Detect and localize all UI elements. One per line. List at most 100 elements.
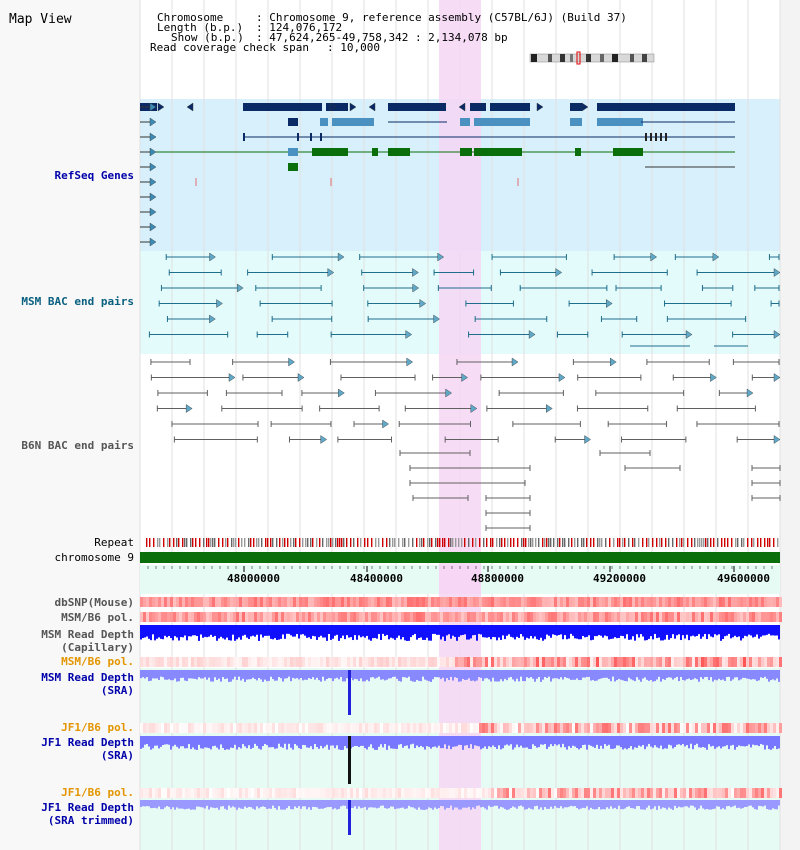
repeat-feature[interactable] — [648, 538, 650, 547]
repeat-feature[interactable] — [499, 538, 501, 547]
repeat-feature[interactable] — [335, 538, 337, 547]
repeat-feature[interactable] — [256, 538, 258, 547]
repeat-feature[interactable] — [544, 538, 546, 547]
refseq-feature[interactable] — [320, 133, 322, 141]
refseq-feature[interactable] — [474, 148, 522, 156]
repeat-feature[interactable] — [668, 538, 670, 547]
repeat-feature[interactable] — [492, 538, 494, 547]
repeat-feature[interactable] — [707, 538, 709, 547]
repeat-feature[interactable] — [290, 538, 292, 547]
repeat-feature[interactable] — [210, 538, 212, 547]
repeat-feature[interactable] — [583, 538, 585, 547]
repeat-feature[interactable] — [701, 538, 703, 547]
repeat-feature[interactable] — [199, 538, 201, 547]
repeat-feature[interactable] — [553, 538, 555, 547]
repeat-feature[interactable] — [173, 538, 175, 547]
repeat-feature[interactable] — [378, 538, 380, 547]
repeat-feature[interactable] — [741, 538, 743, 547]
repeat-feature[interactable] — [437, 538, 439, 547]
repeat-feature[interactable] — [444, 538, 446, 547]
repeat-feature[interactable] — [419, 538, 421, 547]
repeat-feature[interactable] — [597, 538, 599, 547]
repeat-feature[interactable] — [276, 538, 278, 547]
repeat-feature[interactable] — [272, 538, 274, 547]
repeat-feature[interactable] — [206, 538, 208, 547]
repeat-feature[interactable] — [609, 538, 611, 547]
repeat-feature[interactable] — [652, 538, 654, 547]
repeat-feature[interactable] — [468, 538, 470, 547]
repeat-feature[interactable] — [622, 538, 624, 547]
repeat-feature[interactable] — [724, 538, 726, 547]
repeat-feature[interactable] — [557, 538, 559, 547]
repeat-feature[interactable] — [777, 538, 779, 547]
repeat-feature[interactable] — [225, 538, 227, 547]
repeat-feature[interactable] — [195, 538, 197, 547]
label-msm-bac[interactable]: MSM BAC end pairs — [21, 295, 134, 308]
label-jf1-depth-trim-1[interactable]: JF1 Read Depth — [41, 801, 134, 814]
repeat-feature[interactable] — [184, 538, 186, 547]
repeat-feature[interactable] — [530, 538, 532, 547]
refseq-feature[interactable] — [388, 148, 410, 156]
repeat-feature[interactable] — [435, 538, 437, 547]
label-msm-b6-pol-2[interactable]: MSM/B6 pol. — [61, 655, 134, 668]
repeat-feature[interactable] — [421, 538, 423, 547]
repeat-feature[interactable] — [265, 538, 267, 547]
repeat-feature[interactable] — [461, 538, 463, 547]
repeat-feature[interactable] — [279, 538, 281, 547]
repeat-feature[interactable] — [737, 538, 739, 547]
repeat-feature[interactable] — [353, 538, 355, 547]
repeat-feature[interactable] — [241, 538, 243, 547]
refseq-feature[interactable] — [490, 103, 530, 111]
repeat-feature[interactable] — [548, 538, 550, 547]
repeat-feature[interactable] — [371, 538, 373, 547]
repeat-feature[interactable] — [190, 538, 192, 547]
repeat-feature[interactable] — [350, 538, 352, 547]
repeat-feature[interactable] — [149, 538, 151, 547]
repeat-feature[interactable] — [429, 538, 431, 547]
refseq-feature[interactable] — [650, 133, 652, 141]
repeat-feature[interactable] — [564, 538, 566, 547]
repeat-feature[interactable] — [613, 538, 615, 547]
label-repeat[interactable]: Repeat — [94, 536, 134, 549]
repeat-feature[interactable] — [326, 538, 328, 547]
repeat-feature[interactable] — [486, 538, 488, 547]
repeat-feature[interactable] — [248, 538, 250, 547]
repeat-feature[interactable] — [235, 538, 237, 547]
repeat-feature[interactable] — [287, 538, 289, 547]
refseq-feature[interactable] — [460, 118, 470, 126]
repeat-feature[interactable] — [619, 538, 621, 547]
repeat-feature[interactable] — [590, 538, 592, 547]
repeat-feature[interactable] — [214, 538, 216, 547]
repeat-feature[interactable] — [699, 538, 701, 547]
repeat-feature[interactable] — [691, 538, 693, 547]
refseq-feature[interactable] — [332, 118, 374, 126]
repeat-feature[interactable] — [624, 538, 626, 547]
repeat-feature[interactable] — [687, 538, 689, 547]
refseq-feature[interactable] — [372, 148, 378, 156]
repeat-feature[interactable] — [322, 538, 324, 547]
chromosome-ideogram[interactable] — [529, 51, 655, 65]
repeat-feature[interactable] — [458, 538, 460, 547]
repeat-feature[interactable] — [581, 538, 583, 547]
repeat-feature[interactable] — [713, 538, 715, 547]
repeat-feature[interactable] — [757, 538, 759, 547]
repeat-feature[interactable] — [638, 538, 640, 547]
repeat-feature[interactable] — [717, 538, 719, 547]
repeat-feature[interactable] — [367, 538, 369, 547]
repeat-feature[interactable] — [319, 538, 321, 547]
repeat-feature[interactable] — [392, 538, 394, 547]
repeat-feature[interactable] — [490, 538, 492, 547]
chromosome-bar[interactable] — [140, 552, 780, 563]
repeat-feature[interactable] — [599, 538, 601, 547]
highlight-region[interactable] — [439, 0, 481, 850]
repeat-feature[interactable] — [523, 538, 525, 547]
repeat-feature[interactable] — [769, 538, 771, 547]
repeat-feature[interactable] — [330, 538, 332, 547]
repeat-feature[interactable] — [427, 538, 429, 547]
repeat-feature[interactable] — [517, 538, 519, 547]
repeat-feature[interactable] — [735, 538, 737, 547]
repeat-feature[interactable] — [642, 538, 644, 547]
repeat-feature[interactable] — [253, 538, 255, 547]
repeat-feature[interactable] — [710, 538, 712, 547]
refseq-feature[interactable] — [326, 103, 348, 111]
